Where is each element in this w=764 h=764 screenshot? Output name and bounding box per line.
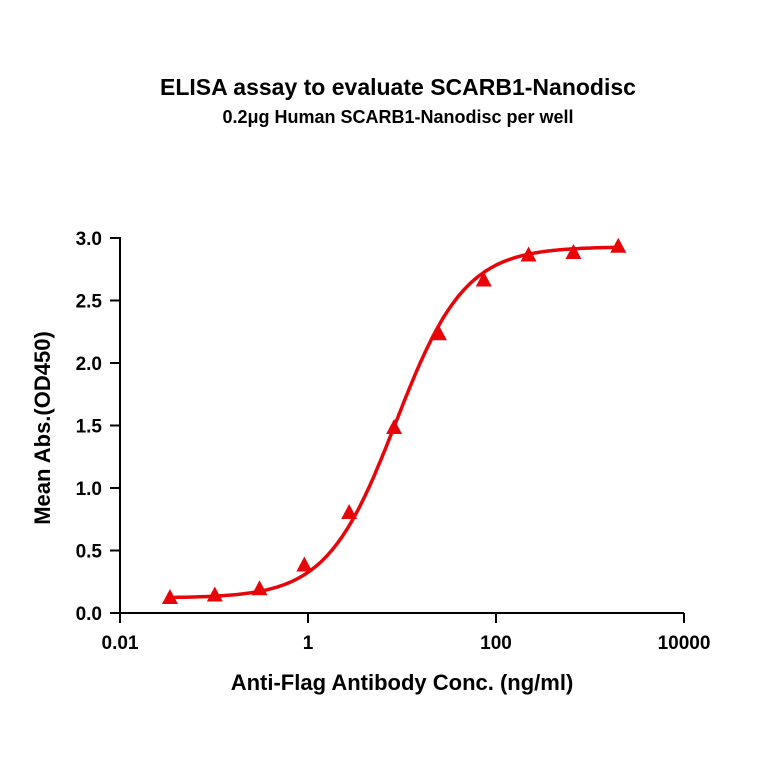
data-points-layer <box>161 237 627 604</box>
data-point <box>430 325 447 341</box>
x-axis-label: Anti-Flag Antibody Conc. (ng/ml) <box>231 670 574 695</box>
data-point <box>386 419 403 434</box>
chart-title: ELISA assay to evaluate SCARB1-Nanodisc <box>160 74 636 100</box>
y-tick-label: 2.5 <box>76 292 103 313</box>
data-point <box>341 504 358 519</box>
data-point <box>520 246 537 262</box>
data-point <box>475 271 492 287</box>
y-tick-label: 1.5 <box>76 417 103 438</box>
x-tick-label: 0.01 <box>102 633 139 654</box>
data-point <box>161 589 178 604</box>
axes: 0.01 1 100 10000 0.0 0.5 1.0 1.5 2.0 2.5 3.0 <box>76 229 711 654</box>
data-point <box>565 244 582 259</box>
data-point <box>251 580 268 596</box>
y-tick-label: 0.0 <box>76 604 102 625</box>
chart-subtitle: 0.2μg Human SCARB1-Nanodisc per well <box>222 107 574 127</box>
data-point <box>296 556 313 572</box>
x-tick-label: 10000 <box>658 633 711 654</box>
data-point <box>610 237 627 253</box>
data-point <box>206 586 223 602</box>
x-tick-label: 100 <box>480 633 512 654</box>
y-tick-label: 1.0 <box>76 479 102 500</box>
y-tick-label: 3.0 <box>76 229 102 250</box>
x-tick-label: 1 <box>303 633 314 654</box>
y-tick-label: 0.5 <box>76 542 103 563</box>
y-axis-label: Mean Abs.(OD450) <box>30 331 55 525</box>
y-tick-label: 2.0 <box>76 354 102 375</box>
